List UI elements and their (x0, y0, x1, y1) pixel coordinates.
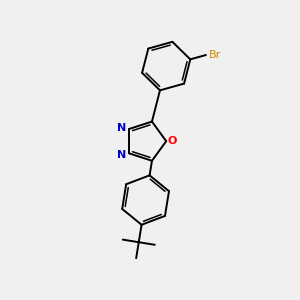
Text: N: N (117, 123, 127, 133)
Text: Br: Br (209, 50, 221, 60)
Text: N: N (117, 150, 127, 160)
Text: O: O (168, 136, 177, 146)
